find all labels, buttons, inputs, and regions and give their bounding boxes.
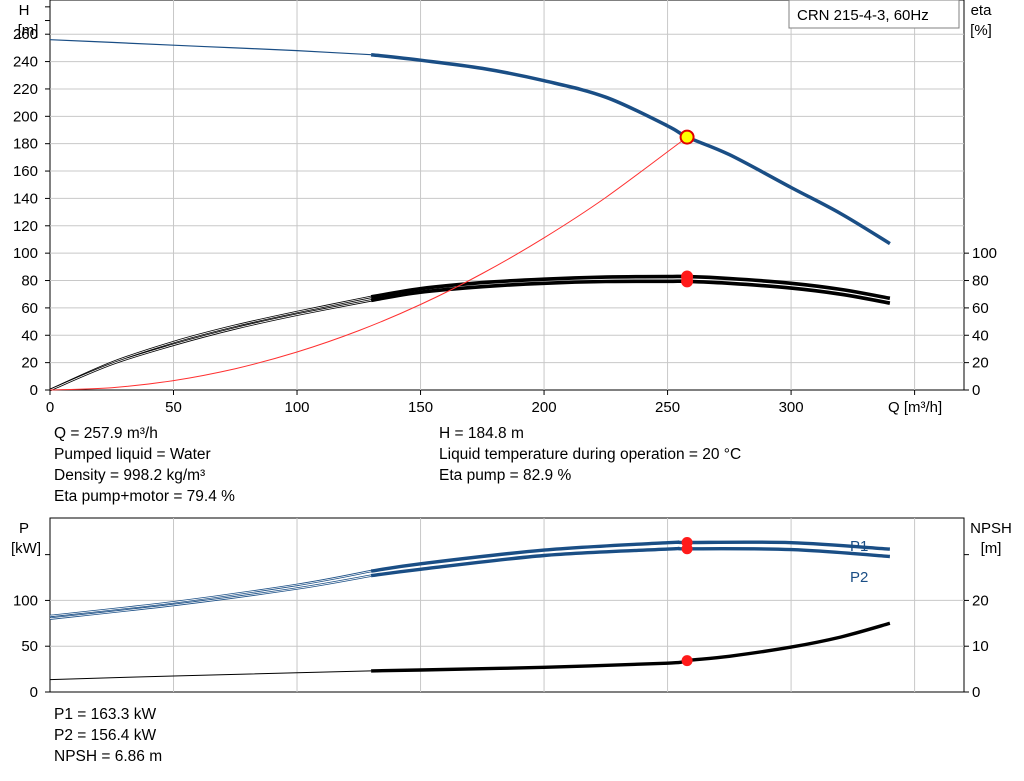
power-npsh-chart: 0 50 100 0 10 20 P [kW] NPSH [m] P1 P2 xyxy=(11,517,1012,701)
y-left-tick-label-100: 100 xyxy=(13,245,38,262)
y-left-tick-label-0: 0 xyxy=(30,382,38,399)
top-y-right-label-line1: eta xyxy=(971,2,993,19)
info-bottom-left: P1 = 163.3 kW P2 = 156.4 kW NPSH = 6.86 … xyxy=(54,704,162,767)
info-npsh: NPSH = 6.86 m xyxy=(54,748,163,765)
system-curve-line xyxy=(49,136,688,391)
y-right-tick-label-20: 20 xyxy=(972,355,989,372)
p1-series-label: P1 xyxy=(850,538,868,555)
top-y-left-label-line2: [m] xyxy=(18,22,39,39)
y-left-tick-label-160: 160 xyxy=(13,163,38,180)
info-liquid-temperature: Liquid temperature during operation = 20… xyxy=(439,446,742,463)
info-density: Density = 998.2 kg/m³ xyxy=(54,467,206,484)
bottom-y-left-tick-label-50: 50 xyxy=(21,638,38,655)
eta-pump-curve-thick xyxy=(370,274,891,301)
top-x-label: Q [m³/h] xyxy=(888,399,942,416)
y-left-tick-label-20: 20 xyxy=(21,355,38,372)
bottom-series-group xyxy=(49,536,891,681)
y-right-tick-label-60: 60 xyxy=(972,300,989,317)
duty-point-head-marker xyxy=(679,129,695,145)
x-tick-label-250: 250 xyxy=(655,399,680,416)
p1-curve-thin-inner xyxy=(49,570,372,617)
x-tick-label-300: 300 xyxy=(779,399,804,416)
info-pumped-liquid: Pumped liquid = Water xyxy=(54,446,211,463)
top-y-right-label-line2: [%] xyxy=(970,22,992,39)
bottom-y-right-label-line2: [m] xyxy=(981,540,1002,557)
y-right-tick-label-40: 40 xyxy=(972,327,989,344)
x-tick-label-200: 200 xyxy=(532,399,557,416)
p2-series-label: P2 xyxy=(850,569,868,586)
info-p2: P2 = 156.4 kW xyxy=(54,727,157,744)
y-left-tick-label-180: 180 xyxy=(13,136,38,153)
info-head: H = 184.8 m xyxy=(439,425,524,442)
p1-curve-thick xyxy=(370,540,891,573)
y-left-tick-label-60: 60 xyxy=(21,300,38,317)
head-efficiency-chart: 0 50 100 150 200 250 3000204060801001201401601… xyxy=(13,0,997,416)
legend-box xyxy=(788,0,960,29)
info-eta-pump-motor: Eta pump+motor = 79.4 % xyxy=(54,488,235,505)
bottom-y-right-label-line1: NPSH xyxy=(970,520,1012,537)
bottom-ticks: 0 50 100 0 10 20 xyxy=(13,554,989,701)
duty-point-npsh-marker xyxy=(681,655,693,667)
head-curve-thick xyxy=(370,52,891,246)
info-top-left: Q = 257.9 m³/h Pumped liquid = Water Den… xyxy=(54,423,235,507)
bottom-y-left-tick-label-0: 0 xyxy=(30,684,38,701)
p2-curve-thick xyxy=(370,546,891,578)
top-ticks: 0 50 100 150 200 250 3000204060801001201401601… xyxy=(13,6,997,416)
bottom-y-right-tick-label-20: 20 xyxy=(972,592,989,609)
y-right-tick-label-80: 80 xyxy=(972,273,989,290)
duty-point-p2-marker xyxy=(681,543,693,555)
x-tick-label-0: 0 xyxy=(46,399,54,416)
bottom-plot-frame xyxy=(49,517,965,693)
y-left-tick-label-40: 40 xyxy=(21,327,38,344)
x-tick-label-150: 150 xyxy=(408,399,433,416)
bottom-y-right-tick-label-0: 0 xyxy=(972,684,980,701)
y-left-tick-label-260: 260 xyxy=(13,26,38,43)
x-tick-label-50: 50 xyxy=(165,399,182,416)
duty-point-eta-pump-motor-marker xyxy=(681,275,694,288)
bottom-y-left-label-line1: P xyxy=(19,520,29,537)
y-left-tick-label-120: 120 xyxy=(13,218,38,235)
head-curve-thin xyxy=(49,39,372,56)
eta-pump-motor-curve-thick xyxy=(370,279,891,305)
top-y-left-label-line1: H xyxy=(19,2,30,19)
y-right-tick-label-0: 0 xyxy=(972,382,980,399)
npsh-curve-thin xyxy=(49,670,372,681)
legend-text: CRN 215-4-3, 60Hz xyxy=(797,7,929,24)
info-top-right: H = 184.8 m Liquid temperature during op… xyxy=(439,423,741,486)
bottom-y-right-tick-label-10: 10 xyxy=(972,638,989,655)
y-left-tick-label-240: 240 xyxy=(13,54,38,71)
y-left-tick-label-220: 220 xyxy=(13,81,38,98)
bottom-y-left-tick-label-100: 100 xyxy=(13,592,38,609)
info-eta-pump: Eta pump = 82.9 % xyxy=(439,467,572,484)
y-left-tick-label-200: 200 xyxy=(13,108,38,125)
y-left-tick-label-80: 80 xyxy=(21,273,38,290)
info-flow: Q = 257.9 m³/h xyxy=(54,425,158,442)
eta-pump-motor-curve-thin-inner xyxy=(49,300,372,391)
x-tick-label-100: 100 xyxy=(285,399,310,416)
top-series-group xyxy=(49,39,891,392)
info-p1: P1 = 163.3 kW xyxy=(54,706,157,723)
y-right-tick-label-100: 100 xyxy=(972,245,997,262)
p2-curve-thin-inner xyxy=(49,575,372,620)
bottom-y-left-label-line2: [kW] xyxy=(11,540,41,557)
y-left-tick-label-140: 140 xyxy=(13,190,38,207)
top-plot-frame xyxy=(49,0,965,391)
